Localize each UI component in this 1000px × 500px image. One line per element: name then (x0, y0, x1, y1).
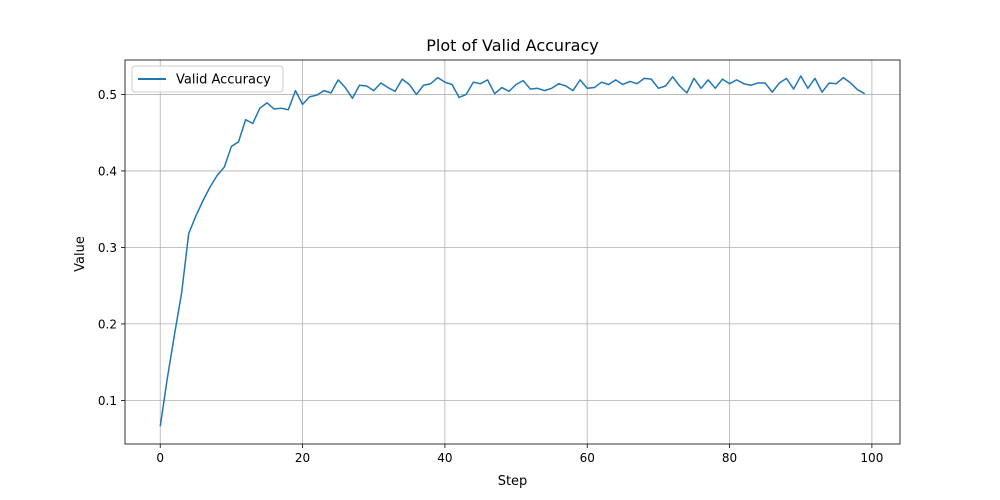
x-tick-label-2: 40 (437, 451, 452, 465)
axes (124, 59, 901, 445)
y-tick-label-2: 0.3 (98, 241, 117, 255)
x-tick-label-4: 80 (722, 451, 737, 465)
legend-label-valid-accuracy: Valid Accuracy (176, 73, 271, 88)
x-tick-label-3: 60 (580, 451, 595, 465)
x-tick-label-0: 0 (156, 451, 164, 465)
legend-box (131, 65, 284, 93)
y-axis-title: Value (73, 236, 88, 272)
series-layer (159, 75, 866, 427)
y-tick-label-4: 0.5 (98, 88, 117, 102)
series-line-0 (159, 75, 866, 427)
chart-title: Plot of Valid Accuracy (426, 36, 598, 55)
ticks: 0 20 40 60 80 100 0.1 0.2 0.3 0.4 0.5 (98, 88, 883, 465)
y-tick-label-0: 0.1 (98, 394, 117, 408)
y-tick-label-3: 0.4 (98, 164, 117, 178)
grid-lines (125, 60, 900, 444)
legend: Valid Accuracy (131, 65, 284, 93)
x-tick-label-1: 20 (295, 451, 310, 465)
x-axis-title: Step (498, 474, 528, 489)
y-tick-label-1: 0.2 (98, 317, 117, 331)
plot-frame (124, 59, 901, 445)
x-tick-label-5: 100 (860, 451, 883, 465)
